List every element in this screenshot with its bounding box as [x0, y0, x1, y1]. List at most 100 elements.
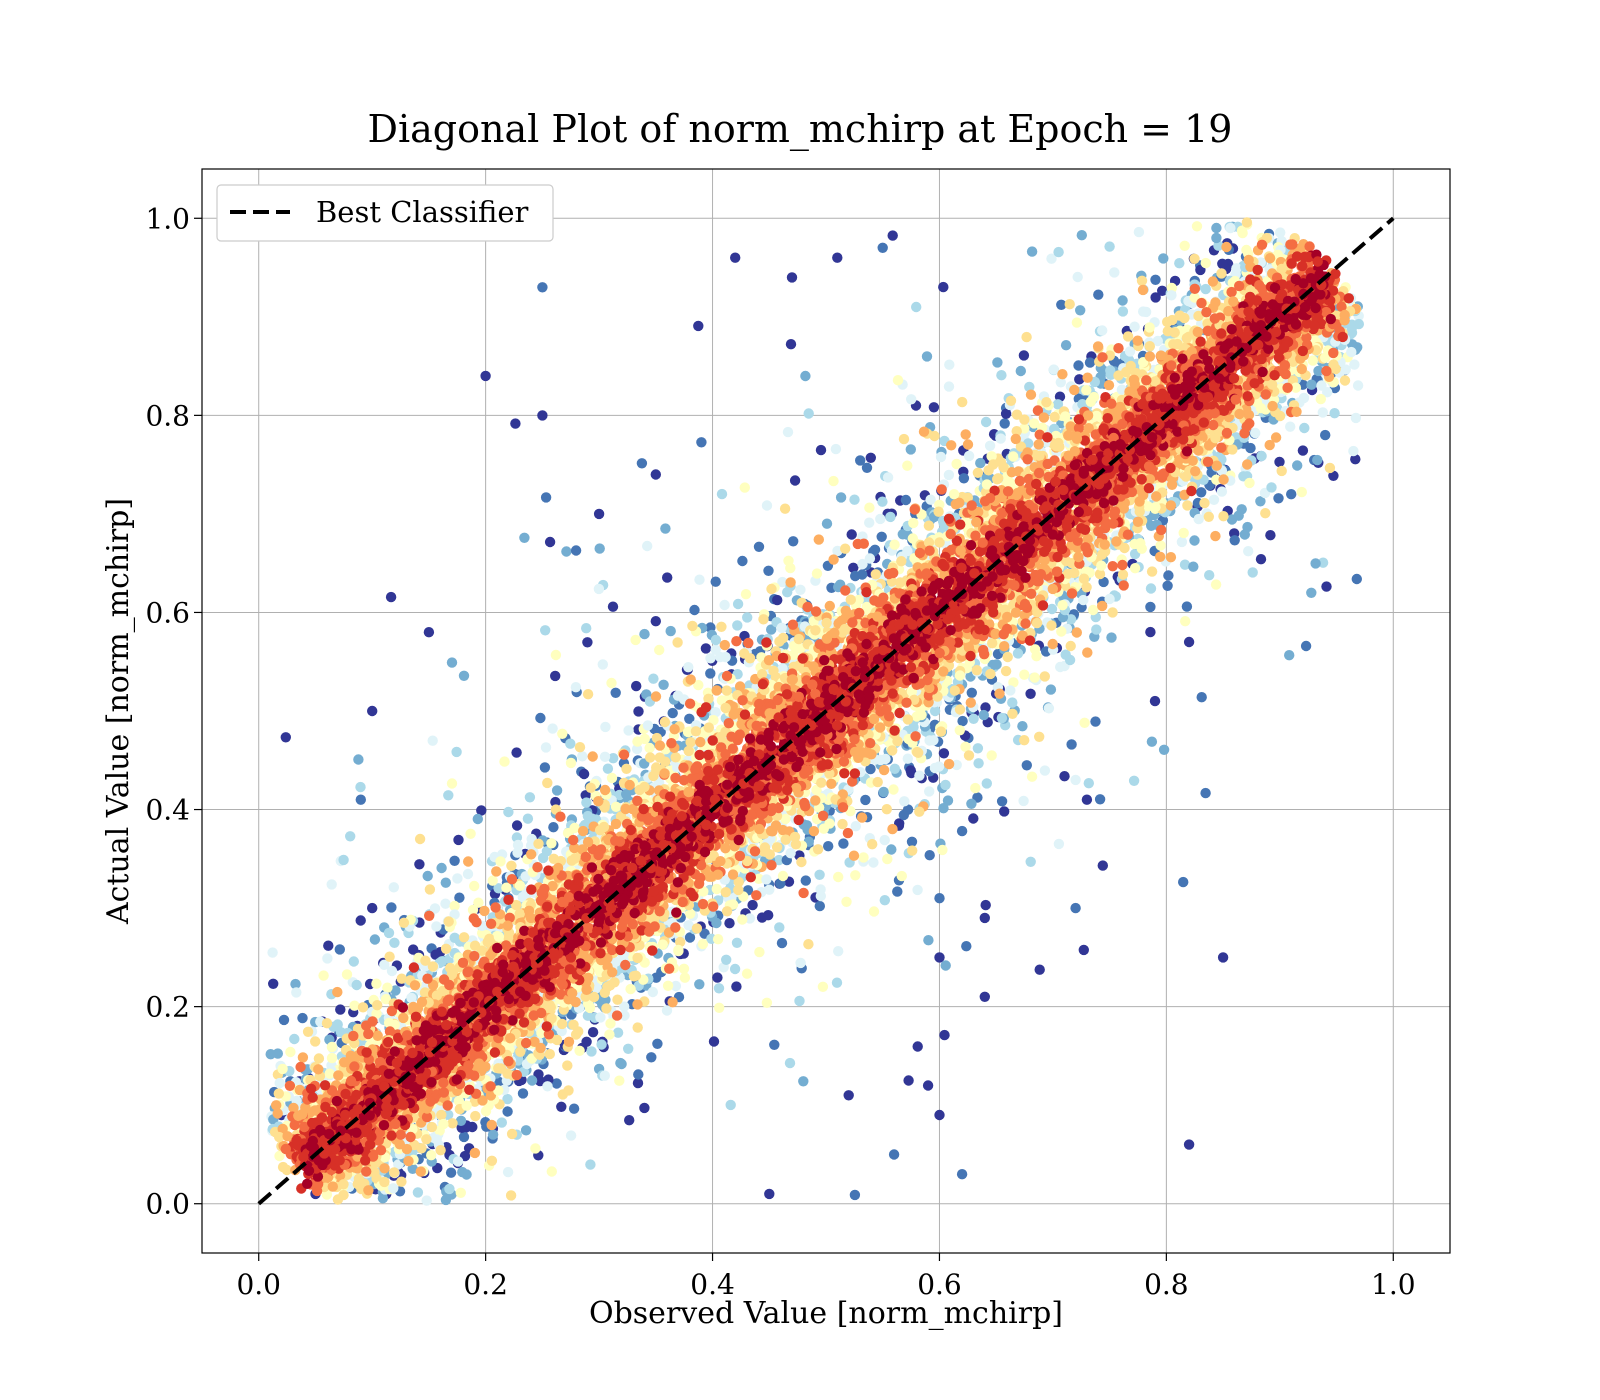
data-point [326, 879, 337, 890]
data-point [1179, 240, 1190, 251]
data-point [1203, 511, 1215, 522]
data-point [1028, 418, 1040, 429]
data-point [1117, 306, 1129, 317]
data-point [970, 782, 981, 794]
data-point [865, 763, 876, 775]
data-point [1145, 601, 1156, 613]
data-point [532, 862, 543, 873]
data-point [1133, 226, 1145, 238]
data-point [268, 978, 279, 989]
data-point [667, 997, 678, 1008]
data-point [570, 545, 582, 556]
data-point [903, 1075, 914, 1086]
data-point [1019, 414, 1030, 425]
data-point [440, 1194, 452, 1206]
data-point [624, 779, 635, 791]
data-point [1091, 624, 1102, 635]
data-point [946, 440, 957, 451]
data-point [495, 856, 506, 867]
data-point [713, 983, 725, 994]
data-point [786, 272, 798, 283]
data-point [1182, 500, 1193, 511]
data-point [345, 831, 356, 842]
data-point [452, 873, 463, 884]
data-point [800, 370, 811, 382]
data-point [905, 444, 916, 455]
data-point [644, 742, 655, 754]
data-point [691, 923, 703, 934]
data-point [992, 357, 1003, 368]
data-point [1207, 276, 1219, 287]
data-point [861, 462, 873, 473]
data-point [744, 653, 756, 664]
data-point [1064, 654, 1076, 666]
data-point [1155, 551, 1166, 562]
data-point [986, 750, 997, 761]
data-point [667, 707, 678, 719]
data-point [872, 776, 883, 788]
data-point [631, 680, 642, 692]
data-point [1202, 456, 1214, 467]
data-point [888, 1149, 900, 1160]
data-point [645, 752, 656, 763]
data-point [705, 653, 716, 664]
data-point [1349, 359, 1360, 370]
data-point [1218, 474, 1229, 485]
data-point [621, 763, 632, 774]
data-point [956, 1169, 968, 1180]
data-point [522, 813, 534, 824]
data-point [716, 488, 728, 500]
data-point [1085, 396, 1097, 407]
data-point [274, 1077, 285, 1089]
data-point [898, 433, 910, 445]
data-point [1039, 765, 1051, 776]
data-point [1204, 570, 1215, 581]
data-point [587, 1027, 599, 1038]
data-point [1025, 389, 1037, 400]
data-point [783, 555, 794, 566]
data-point [823, 841, 834, 852]
data-point [821, 617, 832, 629]
data-point [777, 870, 789, 882]
data-point [846, 529, 857, 540]
data-point [1167, 314, 1178, 326]
data-point [782, 426, 794, 438]
data-point [551, 1078, 562, 1089]
data-point [463, 856, 474, 867]
data-point [1266, 482, 1277, 493]
data-point [1276, 465, 1287, 477]
data-point [849, 1189, 861, 1201]
data-point [1300, 640, 1312, 652]
data-point [1210, 297, 1221, 308]
data-point [1082, 647, 1093, 658]
data-point [886, 844, 897, 855]
data-point [912, 884, 923, 896]
data-point [414, 859, 425, 870]
data-point [1069, 384, 1080, 396]
data-point [487, 1129, 499, 1140]
data-point [502, 1106, 513, 1117]
data-point [313, 1064, 324, 1075]
data-point [850, 870, 861, 881]
data-point [763, 565, 774, 576]
data-point [430, 949, 441, 960]
data-point [602, 981, 613, 993]
data-point [934, 952, 945, 963]
data-point [855, 455, 866, 466]
data-point [719, 599, 730, 611]
data-point [585, 1159, 596, 1170]
data-point [973, 758, 984, 769]
data-point [427, 961, 439, 972]
data-point [1243, 546, 1254, 557]
data-point [1312, 454, 1323, 466]
data-point [606, 772, 618, 784]
data-point [840, 543, 851, 554]
data-point [540, 742, 552, 753]
data-point [1321, 581, 1332, 592]
data-point [984, 440, 996, 451]
data-point [503, 806, 514, 818]
data-point [1210, 579, 1222, 590]
data-point [769, 1039, 780, 1051]
data-point [999, 806, 1010, 817]
data-point [811, 568, 823, 579]
